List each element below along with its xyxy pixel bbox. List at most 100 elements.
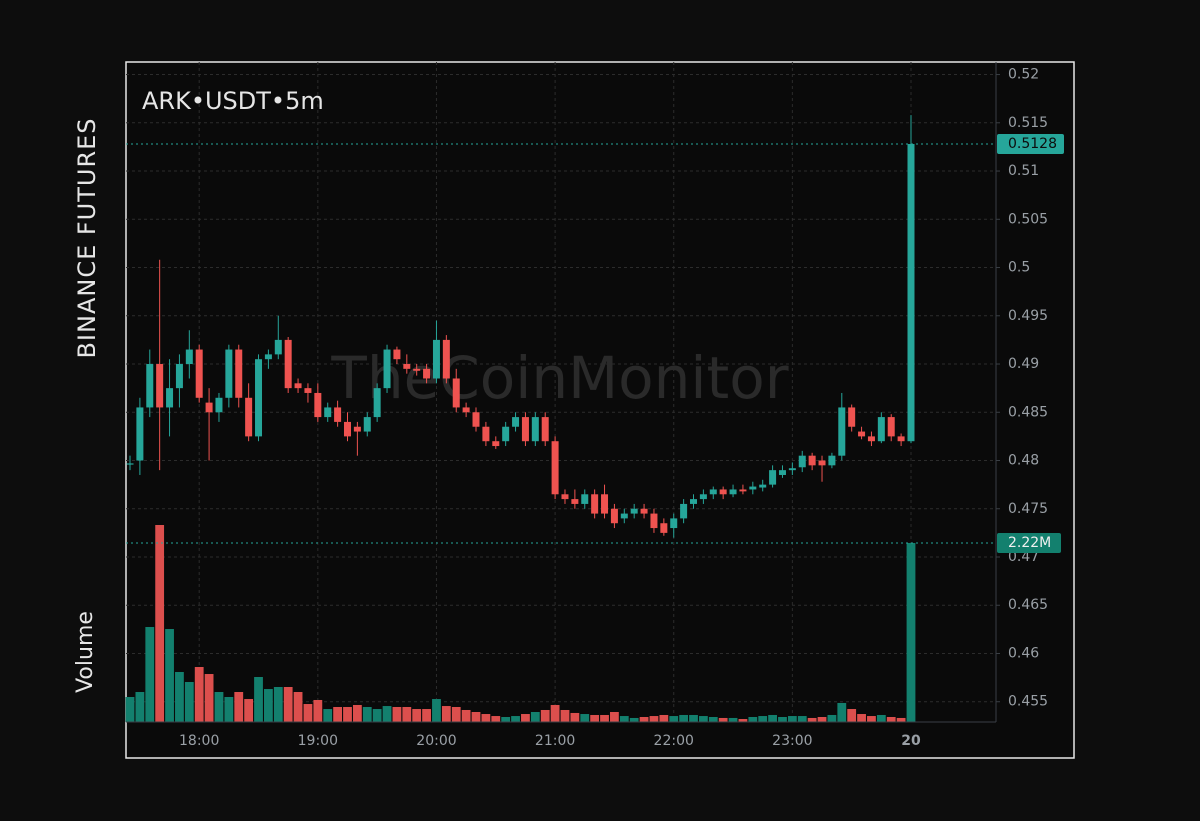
candle-body	[136, 407, 144, 461]
candle-body	[670, 518, 678, 529]
volume-bar	[580, 714, 590, 722]
y-tick-label: 0.49	[1008, 356, 1039, 372]
candle-body	[195, 349, 203, 398]
last-price-label: 0.5128	[1008, 136, 1057, 152]
volume-bar	[698, 716, 708, 722]
volume-bar	[560, 709, 570, 722]
candle-body	[255, 359, 263, 437]
volume-bar	[817, 717, 827, 722]
y-tick-label: 0.515	[1008, 115, 1048, 131]
x-tick-label: 18:00	[179, 733, 219, 749]
volume-bar	[728, 717, 738, 722]
volume-bar	[451, 707, 461, 722]
volume-bar	[540, 709, 550, 722]
y-tick-label: 0.46	[1008, 645, 1039, 661]
candle-body	[373, 388, 381, 418]
volume-bar	[125, 697, 135, 722]
candle-body	[561, 494, 569, 500]
last-price-badge	[997, 134, 1064, 155]
grid	[126, 62, 1000, 722]
y-tick-label: 0.455	[1008, 694, 1048, 710]
candle-body	[462, 407, 470, 413]
candle-body	[630, 508, 638, 514]
candle-body	[759, 484, 767, 488]
x-tick-label: 20:00	[416, 733, 456, 749]
candle-body	[709, 489, 717, 495]
candle-body	[601, 494, 609, 514]
candle-body	[205, 402, 213, 413]
y-tick-label: 0.465	[1008, 597, 1048, 613]
y-tick-label: 0.5	[1008, 260, 1030, 276]
volume-bar	[441, 706, 451, 722]
candle-body	[541, 417, 549, 442]
volume-bar	[570, 712, 580, 722]
volume-bar	[145, 627, 155, 722]
x-tick-label: 22:00	[654, 733, 694, 749]
candle-body	[778, 470, 786, 475]
candle-body	[225, 349, 233, 398]
candle-body	[521, 417, 529, 442]
volume-bar	[679, 714, 689, 722]
candle-body	[314, 392, 322, 418]
x-tick-label: 23:00	[772, 733, 812, 749]
candle-body	[324, 407, 332, 418]
volume-bar	[293, 692, 303, 722]
candle-body	[571, 499, 579, 504]
last-volume-label: 2.22M	[1008, 535, 1051, 551]
volume-bar	[550, 704, 560, 722]
volume-bar	[511, 716, 520, 722]
volume-bar	[343, 707, 352, 722]
chart-frame	[125, 61, 1075, 759]
y-tick-label: 0.485	[1008, 404, 1048, 420]
candle-body	[423, 368, 431, 379]
volume-bar	[155, 524, 165, 722]
volume-bar	[906, 542, 916, 722]
volume-bar	[491, 716, 501, 722]
candle-body	[343, 421, 351, 437]
candle-body	[383, 349, 391, 389]
candle-body	[719, 489, 727, 495]
candle-body	[175, 364, 183, 389]
candle-body	[235, 349, 243, 398]
volume-bar	[827, 714, 837, 722]
volume-bar	[422, 709, 431, 722]
candle-body	[551, 441, 559, 495]
y-tick-label: 0.48	[1008, 453, 1039, 469]
candle-body	[808, 455, 816, 466]
volume-bar	[857, 714, 866, 722]
volume-bar	[708, 717, 718, 722]
volume-bar	[135, 692, 145, 722]
volume-bar	[610, 712, 619, 722]
candle-body	[393, 349, 401, 360]
volume-bar	[629, 717, 639, 722]
volume-bar	[175, 672, 184, 722]
volume-bar	[412, 709, 422, 722]
candle-body	[512, 417, 520, 427]
candle-body	[304, 388, 312, 393]
volume-bar	[323, 709, 333, 722]
candle-body	[650, 513, 658, 529]
volume-bar	[659, 714, 669, 722]
candle-body	[472, 412, 480, 427]
candle-body	[897, 436, 905, 442]
candle-body	[403, 364, 411, 369]
candle-body	[274, 339, 282, 355]
candle-body	[690, 499, 698, 504]
x-tick-label: 19:00	[298, 733, 338, 749]
candle-body	[353, 426, 361, 432]
candle-body	[591, 494, 599, 514]
last-volume-badge	[997, 532, 1061, 553]
volume-bar	[748, 717, 758, 722]
candle-body	[264, 354, 272, 360]
volume-bar	[392, 707, 402, 722]
candle-body	[798, 455, 806, 468]
volume-bar	[372, 709, 382, 722]
volume-bar	[639, 717, 649, 722]
candle-body	[788, 468, 796, 471]
y-tick-label: 0.47	[1008, 549, 1039, 565]
volume-bar	[481, 714, 491, 722]
volume-bar	[867, 716, 876, 722]
candle-body	[769, 470, 777, 485]
y-tick-label: 0.475	[1008, 501, 1048, 517]
volume-bar	[224, 697, 234, 722]
